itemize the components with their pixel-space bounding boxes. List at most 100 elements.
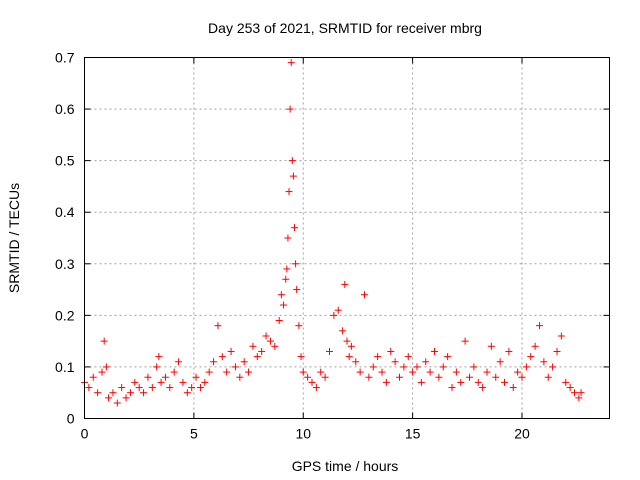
data-point: [321, 373, 329, 381]
data-point: [249, 342, 257, 350]
data-point: [479, 384, 487, 392]
data-point: [334, 306, 342, 314]
data-point: [483, 368, 491, 376]
data-point: [170, 368, 178, 376]
data-point: [85, 384, 93, 392]
data-point: [317, 368, 325, 376]
y-tick-label: 0.1: [55, 359, 75, 375]
data-point: [183, 389, 191, 397]
data-point: [444, 353, 452, 361]
data-point: [404, 353, 412, 361]
data-point: [236, 373, 244, 381]
data-point: [140, 389, 148, 397]
data-point: [531, 342, 539, 350]
data-point: [378, 368, 386, 376]
y-tick-label: 0.5: [55, 153, 75, 169]
data-point: [326, 347, 333, 355]
data-point: [496, 358, 504, 366]
data-point: [426, 368, 434, 376]
data-point: [201, 378, 209, 386]
data-point: [289, 172, 297, 180]
data-point: [157, 378, 165, 386]
data-point: [126, 389, 134, 397]
data-point: [240, 358, 248, 366]
data-point: [100, 337, 108, 345]
data-point: [352, 358, 360, 366]
y-tick-label: 0.7: [55, 50, 75, 66]
y-tick-label: 0.3: [55, 256, 75, 272]
data-point: [210, 358, 218, 366]
data-point: [292, 260, 300, 268]
x-tick-label: 0: [81, 426, 89, 442]
data-point: [452, 368, 460, 376]
data-point: [205, 368, 213, 376]
data-point: [287, 59, 295, 67]
data-point: [284, 234, 292, 242]
data-point: [536, 322, 543, 330]
x-tick-label: 10: [295, 426, 311, 442]
data-point: [339, 327, 347, 335]
data-point: [448, 384, 456, 392]
data-point: [118, 384, 126, 392]
data-point: [105, 394, 113, 402]
data-point: [304, 373, 312, 381]
data-point: [148, 384, 156, 392]
data-point: [382, 378, 390, 386]
data-point: [291, 224, 298, 232]
data-point: [527, 353, 535, 361]
data-point: [166, 384, 174, 392]
data-point: [288, 157, 296, 165]
y-tick-label: 0: [67, 411, 75, 427]
data-point: [89, 373, 97, 381]
data-point: [179, 378, 187, 386]
data-point: [391, 358, 399, 366]
data-point: [457, 378, 465, 386]
data-point: [175, 358, 183, 366]
data-point: [474, 378, 482, 386]
data-point: [461, 337, 469, 345]
data-point: [431, 347, 438, 355]
data-point: [231, 363, 239, 371]
data-point: [192, 373, 200, 381]
data-point: [435, 373, 443, 381]
data-point: [275, 317, 283, 325]
data-point: [409, 368, 417, 376]
data-point: [356, 368, 364, 376]
data-point: [466, 373, 473, 381]
data-point: [277, 291, 285, 299]
data-point: [266, 337, 274, 345]
data-point: [293, 286, 301, 294]
data-point: [417, 378, 425, 386]
data-point: [297, 353, 305, 361]
data-point: [295, 322, 303, 330]
data-point: [341, 280, 349, 288]
chart-title: Day 253 of 2021, SRMTID for receiver mbr…: [208, 20, 482, 36]
data-point: [361, 291, 368, 299]
data-point: [522, 363, 530, 371]
data-point: [286, 105, 294, 113]
data-point: [258, 347, 266, 355]
data-point: [566, 384, 574, 392]
data-point: [518, 373, 526, 381]
data-point: [161, 373, 169, 381]
y-tick-label: 0.2: [55, 307, 75, 323]
data-point: [492, 373, 500, 381]
data-point: [470, 363, 478, 371]
data-point: [374, 353, 382, 361]
data-point: [330, 311, 338, 319]
data-point: [562, 378, 570, 386]
data-point: [509, 384, 517, 392]
data-point: [144, 373, 152, 381]
y-axis-label: SRMTID / TECUs: [6, 183, 22, 293]
data-point: [122, 394, 130, 402]
data-point: [396, 373, 403, 381]
x-tick-label: 5: [190, 426, 198, 442]
data-point: [365, 373, 373, 381]
data-point: [196, 384, 204, 392]
data-point: [422, 358, 430, 366]
data-point: [155, 353, 163, 361]
data-point: [413, 363, 421, 371]
data-point: [387, 347, 395, 355]
data-point: [113, 399, 121, 407]
data-point: [487, 342, 495, 350]
